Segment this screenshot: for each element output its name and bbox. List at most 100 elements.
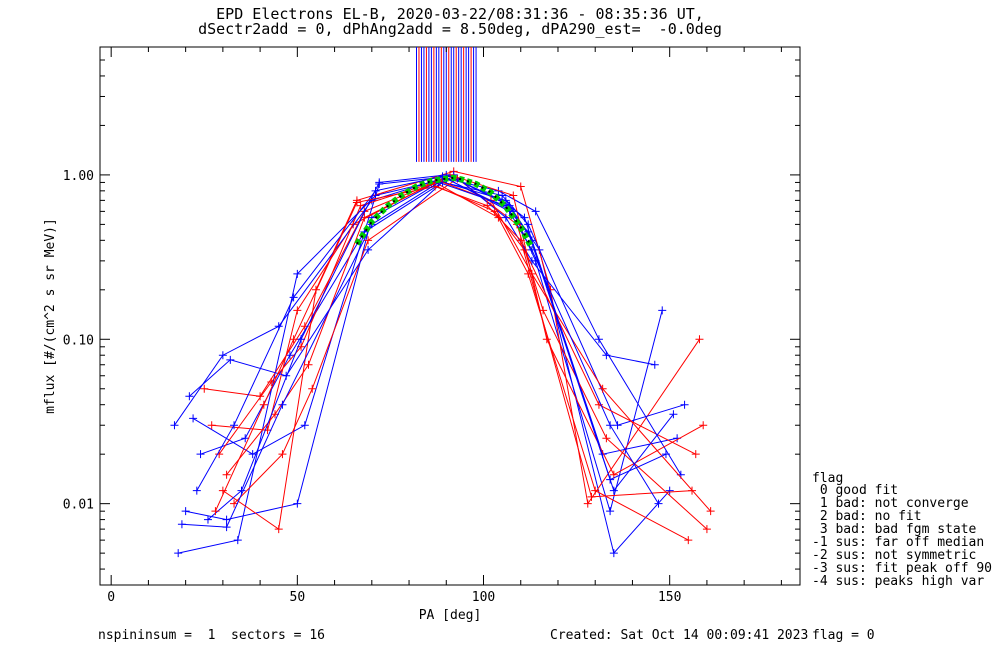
data-point xyxy=(699,421,708,430)
legend-item: 1 bad: not converge xyxy=(812,496,969,511)
data-point xyxy=(527,245,536,254)
data-point xyxy=(293,269,302,278)
data-point xyxy=(196,450,205,459)
data-point xyxy=(691,450,700,459)
data-point xyxy=(606,507,615,516)
data-point xyxy=(278,450,287,459)
data-point xyxy=(661,450,670,459)
data-point xyxy=(189,414,198,423)
series-line xyxy=(214,185,693,512)
data-point xyxy=(211,507,220,516)
data-point xyxy=(613,421,622,430)
data-point xyxy=(658,306,667,315)
legend-item: -1 sus: far off median xyxy=(812,535,985,550)
data-point xyxy=(527,256,536,265)
data-point xyxy=(598,384,607,393)
data-point xyxy=(200,384,209,393)
data-point xyxy=(520,213,529,222)
data-point xyxy=(222,515,231,524)
data-point xyxy=(650,360,659,369)
data-point xyxy=(524,220,533,229)
y-axis-label: mflux [#/(cm^2 s sr MeV)] xyxy=(43,218,58,414)
data-point xyxy=(226,355,235,364)
data-point xyxy=(594,400,603,409)
series-line xyxy=(204,181,689,541)
data-point xyxy=(364,245,373,254)
data-point xyxy=(297,335,306,344)
data-point xyxy=(665,486,674,495)
data-point xyxy=(606,421,615,430)
y-tick-label: 0.10 xyxy=(63,333,94,348)
data-point xyxy=(289,293,298,302)
x-axis-label: PA [deg] xyxy=(419,608,482,623)
chart-title-line1: EPD Electrons EL-B, 2020-03-22/08:31:36 … xyxy=(216,5,704,23)
data-point xyxy=(207,421,216,430)
legend-item: -4 sus: peaks high var xyxy=(812,574,985,589)
footer-created: Created: Sat Oct 14 00:09:41 2023 xyxy=(550,628,809,643)
data-point xyxy=(587,492,596,501)
legend-item: 0 good fit xyxy=(812,483,899,498)
data-point xyxy=(669,410,678,419)
data-point xyxy=(688,486,697,495)
x-tick-label: 150 xyxy=(658,590,681,605)
data-point xyxy=(375,178,384,187)
data-point xyxy=(680,400,689,409)
data-point xyxy=(583,499,592,508)
data-point xyxy=(702,525,711,534)
data-point xyxy=(516,236,525,245)
data-point xyxy=(352,198,361,207)
data-point xyxy=(289,335,298,344)
data-point xyxy=(293,306,302,315)
footer-sector-info: nspininsum = 1 sectors = 16 xyxy=(98,628,325,643)
data-point xyxy=(501,213,510,222)
data-point xyxy=(218,486,227,495)
data-point xyxy=(174,549,183,558)
data-point xyxy=(684,536,693,545)
data-point xyxy=(609,486,618,495)
data-point xyxy=(531,207,540,216)
data-point xyxy=(300,421,309,430)
data-point xyxy=(695,335,704,344)
legend-item: 3 bad: bad fgm state xyxy=(812,522,977,537)
data-point xyxy=(256,392,265,401)
series-line xyxy=(233,177,708,530)
series-line xyxy=(185,180,671,555)
data-point xyxy=(259,400,268,409)
fit-curve xyxy=(354,174,535,250)
data-point xyxy=(230,421,239,430)
data-point xyxy=(241,434,250,443)
x-tick-label: 0 xyxy=(107,590,115,605)
data-point xyxy=(304,360,313,369)
plot-frame xyxy=(99,46,801,586)
data-point xyxy=(308,384,317,393)
data-point xyxy=(203,515,212,524)
data-point xyxy=(233,536,242,545)
data-point xyxy=(293,499,302,508)
x-tick-label: 50 xyxy=(290,590,306,605)
data-point xyxy=(222,470,231,479)
data-point xyxy=(483,201,492,210)
data-point xyxy=(278,400,287,409)
data-point xyxy=(285,351,294,360)
data-point xyxy=(192,486,201,495)
data-point xyxy=(222,523,231,532)
data-point xyxy=(594,335,603,344)
legend-item: 2 bad: no fit xyxy=(812,509,922,524)
series-line xyxy=(222,170,700,530)
series-line xyxy=(174,174,655,426)
data-point xyxy=(356,201,365,210)
y-tick-label: 0.01 xyxy=(63,498,94,513)
data-point xyxy=(177,520,186,529)
data-point xyxy=(654,499,663,508)
data-point xyxy=(181,507,190,516)
data-point xyxy=(516,182,525,191)
y-tick-label: 1.00 xyxy=(63,169,94,184)
data-point xyxy=(218,351,227,360)
legend-title: flag xyxy=(812,471,844,486)
data-point xyxy=(185,392,194,401)
series-line xyxy=(181,181,659,528)
chart-title-line2: dSectr2add = 0, dPhAng2add = 8.50deg, dP… xyxy=(198,20,722,38)
data-point xyxy=(602,434,611,443)
legend-item: -2 sus: not symmetric xyxy=(812,548,977,563)
